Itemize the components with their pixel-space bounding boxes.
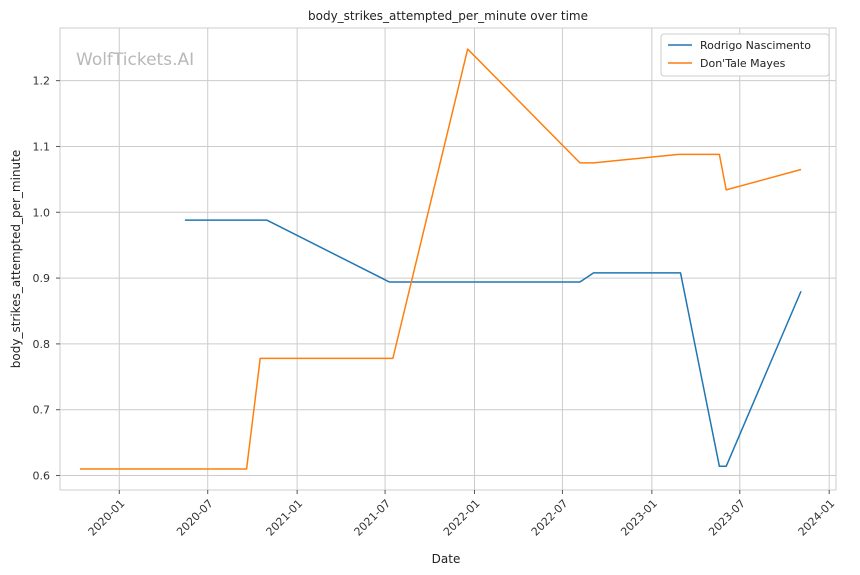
- x-axis-label: Date: [432, 552, 461, 566]
- y-axis-ticks: 0.6 0.7 0.8 0.9 1.0 1.1 1.2: [33, 75, 60, 483]
- legend-label-rodrigo-nascimento: Rodrigo Nascimento: [700, 39, 811, 52]
- y-tick-label: 0.9: [33, 272, 51, 285]
- y-tick-label: 0.8: [33, 338, 51, 351]
- legend-label-dontale-mayes: Don'Tale Mayes: [700, 57, 786, 70]
- legend-box: [660, 33, 830, 77]
- y-tick-label: 1.1: [33, 140, 51, 153]
- y-tick-label: 0.6: [33, 470, 51, 483]
- y-axis-label: body_strikes_attempted_per_minute: [9, 150, 23, 368]
- chart-title: body_strikes_attempted_per_minute over t…: [308, 9, 588, 23]
- gridlines: [60, 28, 836, 490]
- watermark-text: WolfTickets.AI: [76, 50, 194, 70]
- series-line-don-tale-mayes: [79, 48, 802, 470]
- series-layer: [79, 48, 802, 470]
- plot-frame: [59, 27, 837, 491]
- y-tick-label: 0.7: [33, 404, 51, 417]
- y-tick-label: 1.2: [33, 75, 51, 88]
- series-line-rodrigo-nascimento: [184, 219, 802, 468]
- y-tick-label: 1.0: [33, 206, 51, 219]
- legend: Rodrigo Nascimento Don'Tale Mayes: [660, 33, 830, 77]
